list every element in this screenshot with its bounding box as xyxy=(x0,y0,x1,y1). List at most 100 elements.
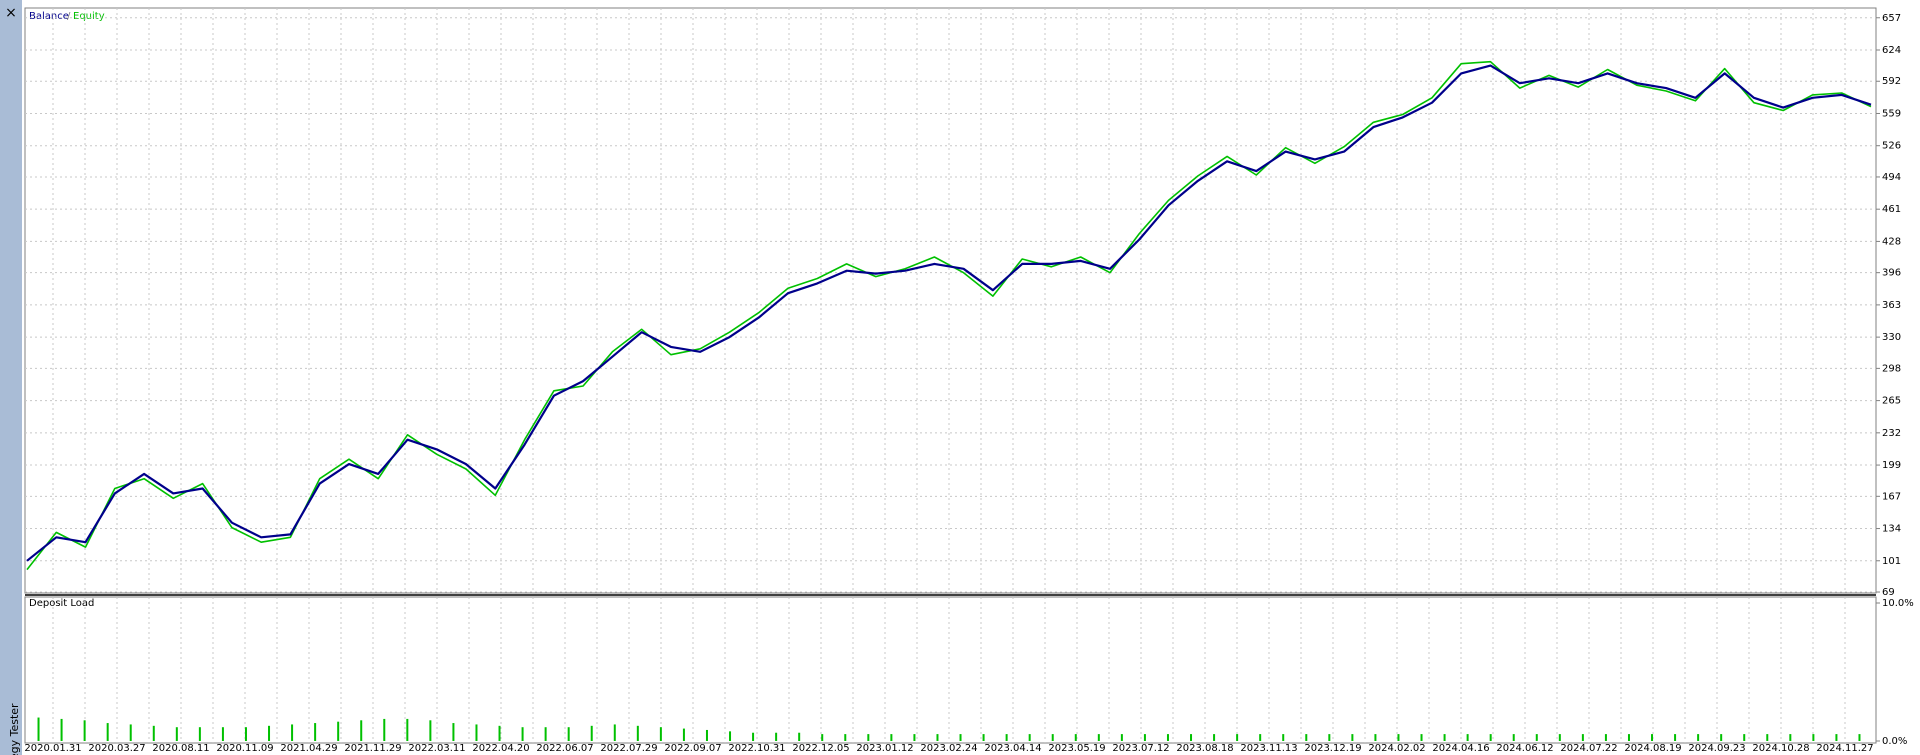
bar xyxy=(1051,734,1054,741)
bar xyxy=(1581,734,1584,741)
x-tick-label: 2022.10.31 xyxy=(728,743,785,754)
bar xyxy=(544,727,547,741)
bar xyxy=(821,734,824,741)
y-tick-label: 69 xyxy=(1882,587,1895,598)
bar xyxy=(1190,734,1193,741)
x-tick-label: 2023.02.24 xyxy=(920,743,977,754)
bar xyxy=(1858,734,1861,741)
bar xyxy=(613,724,616,741)
y-tick-label: 461 xyxy=(1882,204,1901,215)
bar xyxy=(1236,734,1239,741)
bar xyxy=(867,734,870,741)
bar xyxy=(1074,734,1077,741)
pane-title: Deposit Load xyxy=(29,598,94,609)
bar xyxy=(291,724,294,741)
bar xyxy=(1120,734,1123,741)
y-tick-label: 298 xyxy=(1882,363,1901,374)
y-tick-label: 199 xyxy=(1882,460,1901,471)
bar xyxy=(1374,734,1377,741)
y-tick-label: 592 xyxy=(1882,76,1901,87)
bar xyxy=(1766,734,1769,741)
bar xyxy=(152,725,155,741)
bar xyxy=(244,727,247,741)
bar xyxy=(729,731,732,741)
bar xyxy=(498,725,501,741)
bar xyxy=(198,727,201,741)
y-tick-label: 101 xyxy=(1882,556,1901,567)
bar xyxy=(37,717,40,741)
x-tick-label: 2023.05.19 xyxy=(1048,743,1105,754)
bar xyxy=(936,734,939,741)
bar xyxy=(982,734,985,741)
x-tick-label: 2024.07.22 xyxy=(1560,743,1617,754)
bar xyxy=(1443,734,1446,741)
x-tick-label: 2023.08.18 xyxy=(1176,743,1233,754)
x-tick-label: 2024.08.19 xyxy=(1624,743,1681,754)
series-line xyxy=(26,64,1872,562)
x-tick-label: 2020.03.27 xyxy=(88,743,145,754)
x-tick-label: 2020.08.11 xyxy=(152,743,209,754)
y-tick-label: 657 xyxy=(1882,13,1901,24)
x-tick-label: 2023.01.12 xyxy=(856,743,913,754)
bar xyxy=(752,732,755,741)
bar xyxy=(705,729,708,741)
y-tick-label: 0.0% xyxy=(1882,736,1907,747)
x-tick-label: 2021.04.29 xyxy=(280,743,337,754)
y-tick-label: 559 xyxy=(1882,108,1901,119)
bar xyxy=(1812,734,1815,741)
bar xyxy=(590,725,593,741)
x-tick-label: 2022.07.29 xyxy=(600,743,657,754)
x-tick-label: 2022.12.05 xyxy=(792,743,849,754)
y-tick-label: 10.0% xyxy=(1882,598,1914,609)
bar xyxy=(1028,734,1031,741)
bar xyxy=(1697,734,1700,741)
legend-separator: / xyxy=(67,11,71,22)
y-tick-label: 624 xyxy=(1882,45,1901,56)
bar xyxy=(221,727,224,741)
x-tick-label: 2024.06.12 xyxy=(1496,743,1553,754)
x-tick-label: 2023.07.12 xyxy=(1112,743,1169,754)
x-tick-label: 2022.04.20 xyxy=(472,743,529,754)
y-tick-label: 494 xyxy=(1882,172,1901,183)
bar xyxy=(659,727,662,741)
bar xyxy=(429,720,432,741)
bar xyxy=(844,734,847,741)
bar xyxy=(890,734,893,741)
x-tick-label: 2024.04.16 xyxy=(1432,743,1489,754)
bar xyxy=(567,727,570,741)
bar xyxy=(475,724,478,741)
close-button[interactable]: × xyxy=(5,5,17,21)
bar xyxy=(1535,734,1538,741)
bar xyxy=(775,732,778,741)
bar xyxy=(452,723,455,741)
x-tick-label: 2024.02.02 xyxy=(1368,743,1425,754)
bar xyxy=(1166,734,1169,741)
x-tick-label: 2020.01.31 xyxy=(24,743,81,754)
bar xyxy=(1674,734,1677,741)
top-pane-frame xyxy=(24,7,1877,594)
bar xyxy=(337,721,340,741)
side-panel xyxy=(0,0,22,755)
legend-balance: Balance xyxy=(29,11,69,22)
x-tick-label: 2022.09.07 xyxy=(664,743,721,754)
y-tick-label: 167 xyxy=(1882,491,1901,502)
x-tick-label: 2022.06.07 xyxy=(536,743,593,754)
bar xyxy=(1512,734,1515,741)
bar xyxy=(1213,734,1216,741)
y-tick-label: 363 xyxy=(1882,300,1901,311)
bar xyxy=(60,718,63,741)
bar xyxy=(959,734,962,741)
x-tick-label: 2024.11.27 xyxy=(1816,743,1873,754)
bar xyxy=(1604,734,1607,741)
x-tick-label: 2023.12.19 xyxy=(1304,743,1361,754)
y-tick-label: 232 xyxy=(1882,428,1901,439)
bar xyxy=(268,725,271,741)
bar xyxy=(913,734,916,741)
bar xyxy=(1282,734,1285,741)
x-tick-label: 2021.11.29 xyxy=(344,743,401,754)
bottom-pane-frame xyxy=(24,596,1877,744)
bar xyxy=(1627,734,1630,741)
legend-equity: Equity xyxy=(73,11,105,22)
